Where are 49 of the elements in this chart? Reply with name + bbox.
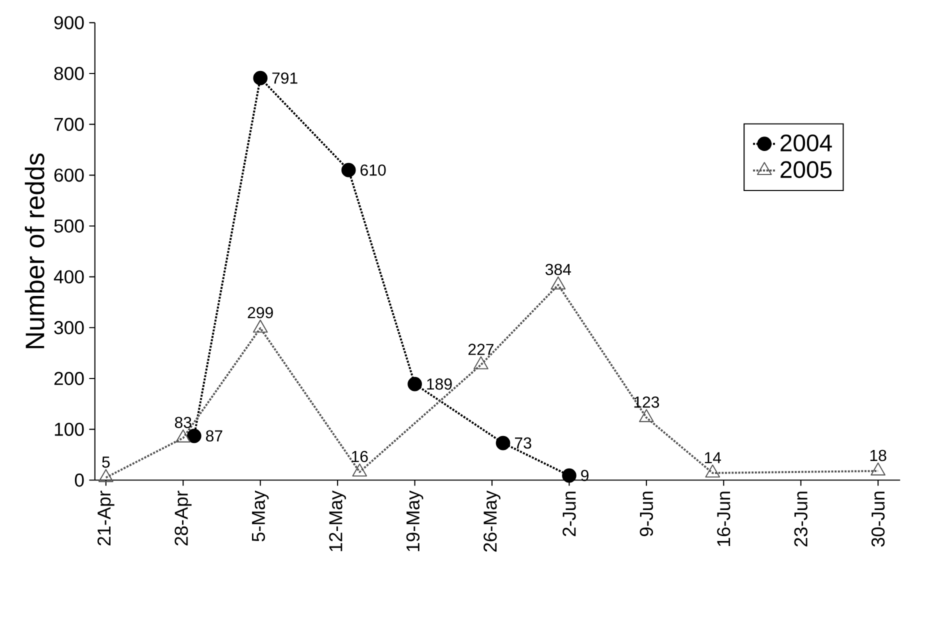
data-label: 87 [206, 430, 222, 442]
point [253, 70, 268, 86]
x-tick-label: 19-May [406, 490, 424, 552]
x-tick-label: 9-Jun [640, 492, 654, 536]
x-tick-label: 5-May [252, 490, 269, 542]
point [352, 463, 368, 476]
point [870, 462, 886, 476]
data-label: 189 [427, 378, 452, 390]
point [705, 464, 720, 478]
point [474, 356, 488, 370]
x-tick-label: 30-Jun [871, 492, 885, 547]
y-tick-label: 0 [74, 473, 84, 487]
data-label: 73 [515, 437, 532, 449]
y-tick-label: 200 [54, 372, 84, 385]
x-tick-label: 16-Jun [717, 492, 730, 546]
x-tick-label: 23-Jun [794, 492, 808, 546]
x-tick-label: 2-Jun [562, 492, 576, 536]
data-label: 299 [248, 306, 273, 318]
x-tick-label: 21-Apr [97, 490, 114, 546]
data-label: 16 [352, 450, 368, 462]
point [252, 320, 268, 333]
point [341, 162, 356, 178]
data-label: 791 [272, 72, 298, 84]
y-tick-label: 100 [54, 422, 84, 436]
y-tick-label: 500 [54, 219, 84, 232]
data-label: 5 [102, 456, 110, 468]
data-label: 14 [704, 452, 722, 464]
legend-label: 2005 [780, 161, 832, 178]
y-tick-label: 800 [54, 66, 84, 80]
data-label: 384 [545, 264, 572, 276]
x-tick-label: 26-May [484, 490, 500, 552]
data-label: 123 [634, 396, 660, 408]
y-tick-label: 700 [54, 118, 84, 131]
y-axis-title: Number of redds [24, 153, 44, 348]
y-tick-label: 900 [54, 16, 84, 30]
point [98, 468, 114, 482]
y-tick-label: 300 [54, 320, 84, 334]
data-label: 610 [360, 164, 386, 176]
point [550, 276, 566, 290]
x-tick-label: 12-May [329, 490, 346, 552]
legend-label: 2004 [780, 134, 832, 152]
point [176, 429, 191, 442]
x-tick-label: 28-Apr [174, 490, 192, 546]
y-tick-label: 400 [54, 270, 84, 284]
data-label: 83 [174, 416, 192, 428]
y-tick-label: 600 [54, 168, 84, 182]
point [638, 409, 654, 422]
data-label: 18 [870, 450, 886, 462]
data-label: 227 [468, 344, 494, 355]
